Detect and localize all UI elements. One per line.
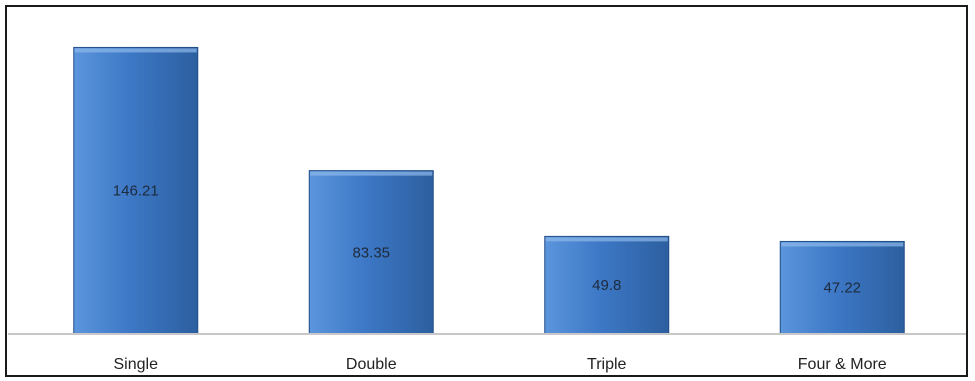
category-label: Four & More — [798, 356, 887, 373]
category-label: Double — [346, 356, 397, 373]
data-label: 146.21 — [113, 183, 159, 200]
category-label: Single — [114, 356, 159, 373]
category-label: Triple — [587, 356, 627, 373]
bars-group — [73, 46, 905, 335]
bar-highlight — [781, 242, 904, 247]
bar-single — [73, 46, 199, 335]
bar-double — [308, 170, 434, 335]
bar-highlight — [74, 48, 197, 53]
bar-triple — [544, 235, 670, 335]
data-label: 49.8 — [592, 277, 621, 294]
data-label: 83.35 — [352, 244, 390, 261]
labels-group: 146.21 Single 83.35 Double 49.8 Triple 47.22 Fo… — [113, 183, 887, 373]
bar-highlight — [310, 171, 433, 176]
data-label: 47.22 — [823, 280, 861, 297]
bar-highlight — [545, 237, 668, 242]
bar-four-more — [779, 240, 905, 335]
